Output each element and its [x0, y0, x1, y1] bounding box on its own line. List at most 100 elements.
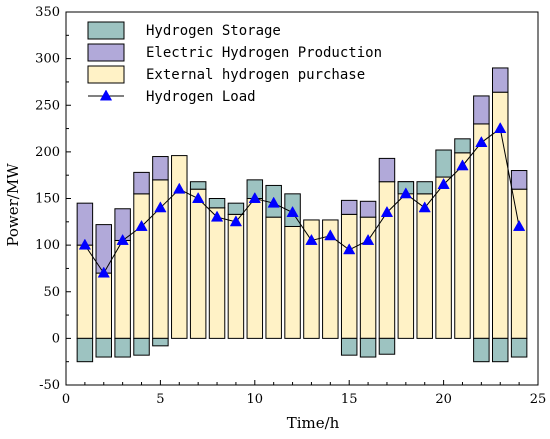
bars-group [76, 67, 528, 363]
y-tick-label-150: 150 [35, 192, 60, 207]
y-tick-label-100: 100 [35, 238, 60, 253]
bar-electric-production-15 [340, 199, 358, 215]
bar-electric-production-16 [359, 200, 377, 218]
hydrogen-load-line [84, 127, 520, 275]
x-axis-label: Time/h [287, 414, 340, 432]
bar-storage-top-8 [208, 198, 226, 209]
hydrogen-load-point-4 [135, 219, 148, 231]
hydrogen-load-point-18 [399, 187, 412, 199]
y-tick-label-200: 200 [35, 145, 60, 160]
bar-electric-production-23 [492, 67, 509, 93]
bar-external-purchase-8 [208, 207, 226, 339]
bar-storage-15 [340, 337, 358, 356]
hydrogen-load-point-6 [173, 182, 186, 194]
bar-external-purchase-3 [114, 239, 131, 339]
legend-swatch-electric-hydrogen-production [87, 43, 125, 62]
hydrogen-load-point-20 [437, 177, 450, 189]
y-tick-label-50: 50 [43, 285, 60, 300]
bar-external-purchase-17 [378, 181, 396, 339]
bar-external-purchase-19 [416, 193, 433, 339]
hydrogen-load-point-23 [494, 122, 507, 134]
bar-storage-top-9 [227, 202, 245, 215]
y-tick-label--50: -50 [39, 378, 60, 393]
hydrogen-load-point-13 [305, 233, 318, 245]
bar-storage-23 [492, 337, 509, 363]
bar-external-purchase-1 [76, 244, 94, 339]
bar-external-purchase-11 [265, 216, 282, 339]
bar-external-purchase-22 [473, 123, 490, 339]
hydrogen-load-point-24 [512, 219, 526, 231]
bar-external-purchase-6 [171, 155, 188, 339]
bar-storage-1 [76, 337, 94, 363]
bar-external-purchase-4 [133, 193, 150, 339]
hydrogen-load-point-14 [324, 229, 337, 241]
x-tick-label-15: 15 [341, 392, 358, 407]
bar-storage-17 [378, 337, 396, 355]
hydrogen-load-line-group [78, 122, 526, 278]
legend: Hydrogen Storage Electric Hydrogen Produc… [87, 21, 382, 105]
legend-label-hydrogen-load: Hydrogen Load [146, 89, 256, 105]
bar-external-purchase-21 [454, 152, 471, 339]
bar-storage-top-20 [435, 149, 452, 178]
bar-storage-top-21 [454, 138, 471, 154]
hydrogen-load-point-2 [97, 266, 110, 278]
bar-external-purchase-14 [322, 219, 339, 339]
y-tick-label-0: 0 [52, 331, 60, 346]
x-tick-label-25: 25 [530, 392, 547, 407]
x-tick-label-10: 10 [247, 392, 264, 407]
hydrogen-load-point-8 [210, 210, 224, 222]
hydrogen-load-point-19 [418, 201, 431, 213]
legend-label-electric-hydrogen-production: Electric Hydrogen Production [146, 45, 382, 61]
legend-swatch-hydrogen-storage [87, 21, 125, 40]
hydrogen-load-point-10 [248, 191, 261, 203]
bar-storage-22 [473, 337, 490, 363]
legend-label-hydrogen-storage: Hydrogen Storage [146, 23, 281, 39]
bar-storage-24 [510, 337, 528, 358]
bar-electric-production-5 [152, 156, 169, 181]
bar-storage-top-7 [189, 181, 207, 190]
hydrogen-load-point-3 [116, 233, 129, 245]
bar-storage-3 [114, 337, 131, 358]
hydrogen-load-point-16 [361, 233, 375, 245]
bar-electric-production-22 [473, 95, 490, 125]
bar-external-purchase-12 [284, 225, 301, 339]
bar-external-purchase-9 [227, 213, 245, 339]
bar-storage-top-19 [416, 181, 433, 195]
legend-marker-hydrogen-load [99, 89, 113, 101]
bar-external-purchase-7 [189, 188, 207, 339]
hydrogen-load-point-15 [343, 243, 356, 255]
y-tick-label-350: 350 [35, 5, 60, 20]
bar-electric-production-17 [378, 157, 396, 183]
bar-external-purchase-2 [95, 272, 112, 339]
legend-swatch-external-hydrogen-purchase [87, 65, 125, 84]
hydrogen-load-point-1 [78, 238, 92, 250]
hydrogen-load-point-9 [229, 215, 243, 227]
bar-external-purchase-18 [397, 181, 415, 339]
bar-external-purchase-15 [340, 213, 358, 339]
bar-external-purchase-24 [510, 188, 528, 339]
bar-storage-16 [359, 337, 377, 358]
hydrogen-load-point-5 [154, 201, 167, 213]
hydrogen-load-point-21 [456, 159, 469, 171]
hydrogen-load-point-17 [380, 205, 394, 217]
bar-storage-5 [152, 337, 169, 347]
hydrogen-load-point-11 [267, 196, 280, 208]
bar-external-purchase-20 [435, 176, 452, 339]
x-tick-label-0: 0 [62, 392, 70, 407]
hydrogen-load-point-12 [286, 205, 299, 217]
legend-label-external-hydrogen-purchase: External hydrogen purchase [146, 67, 365, 83]
bar-external-purchase-10 [246, 198, 264, 339]
y-axis-label: Power/MW [4, 163, 22, 247]
y-tick-label-250: 250 [35, 98, 60, 113]
x-tick-label-20: 20 [435, 392, 452, 407]
bar-external-purchase-13 [303, 219, 320, 339]
x-tick-label-5: 5 [156, 392, 164, 407]
bar-electric-production-24 [510, 170, 528, 190]
bar-storage-2 [95, 337, 112, 358]
bar-storage-4 [133, 337, 150, 356]
bar-electric-production-4 [133, 171, 150, 195]
y-tick-label-300: 300 [35, 52, 60, 67]
hydrogen-load-point-22 [475, 136, 488, 147]
